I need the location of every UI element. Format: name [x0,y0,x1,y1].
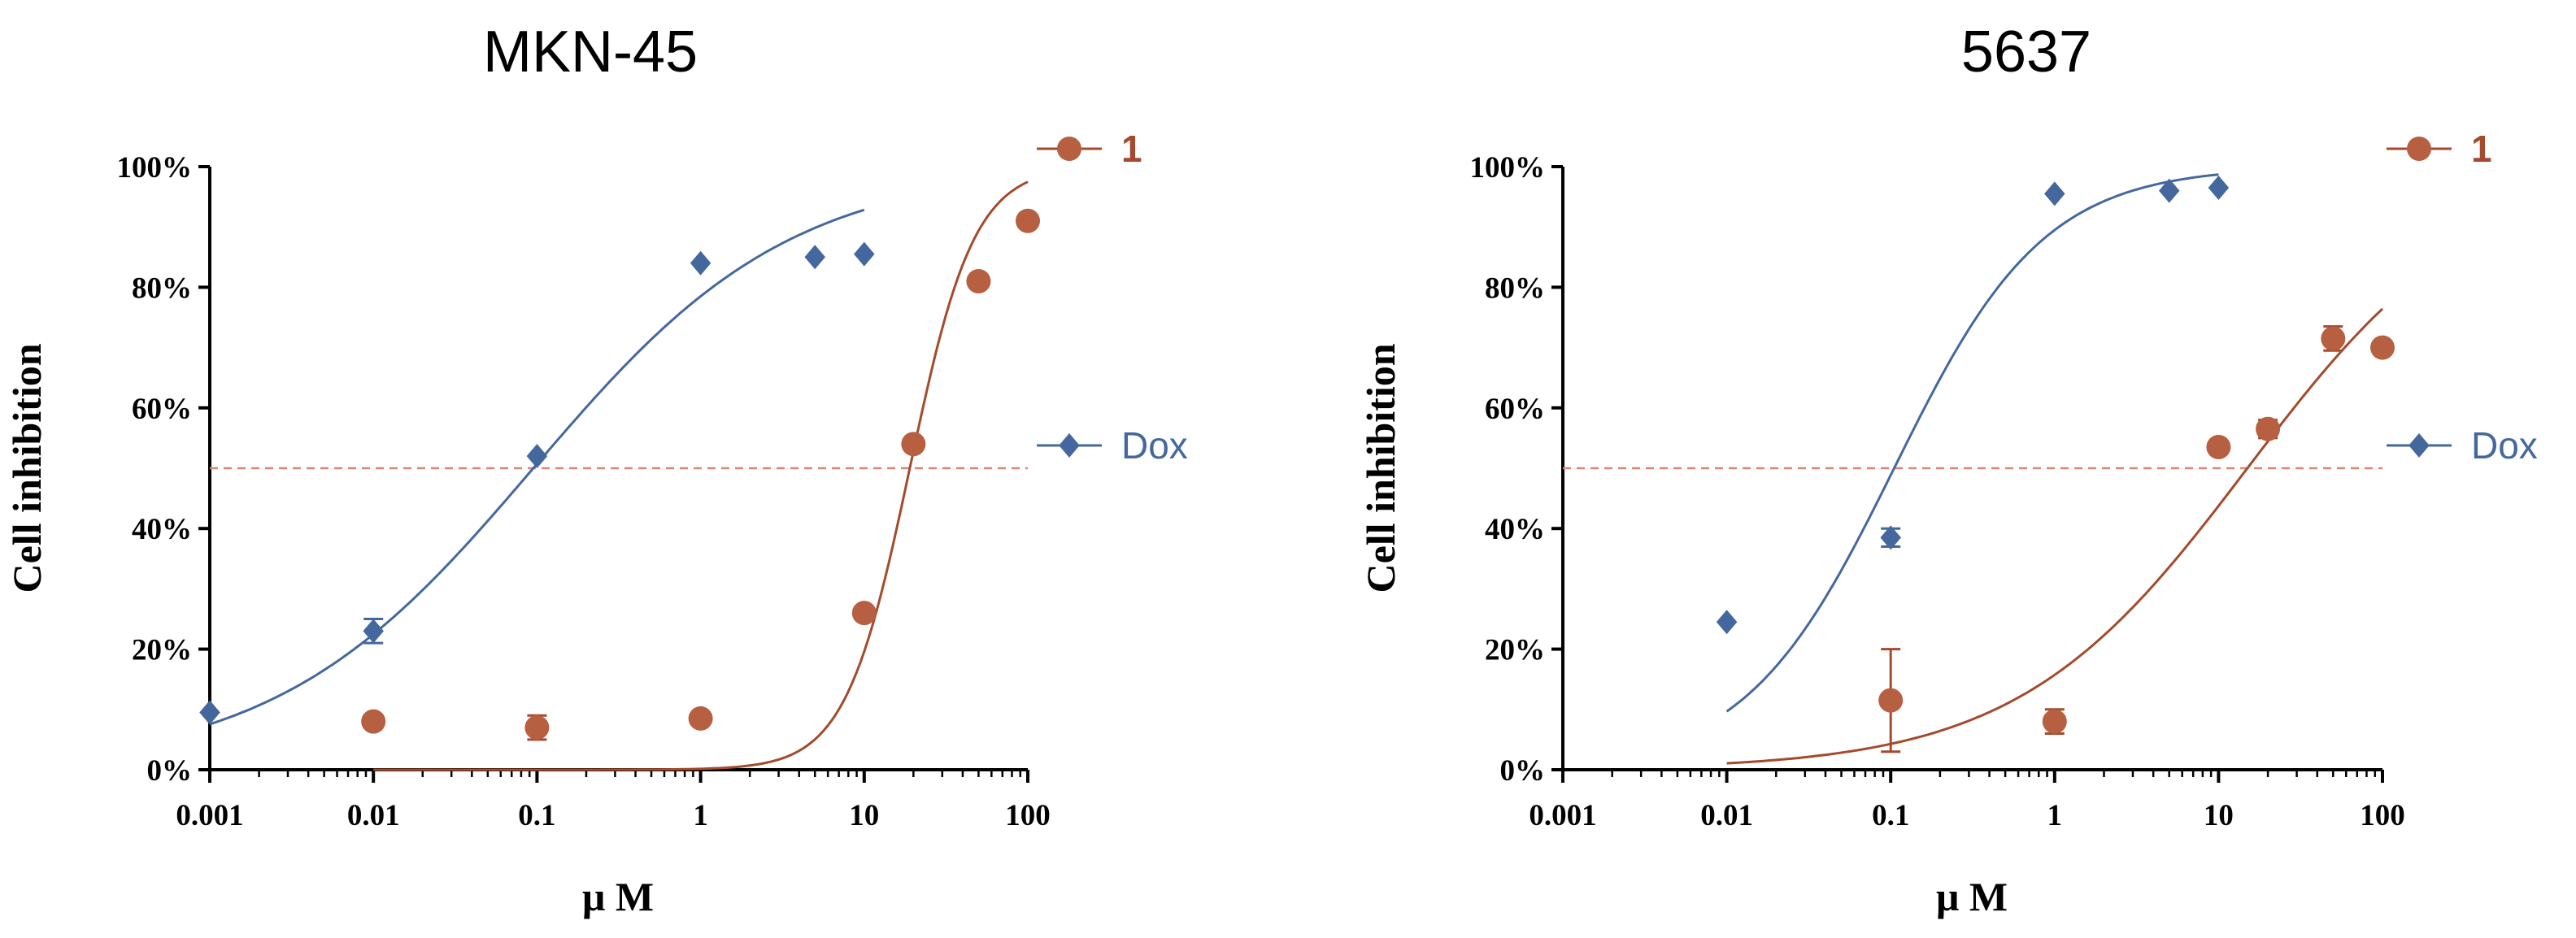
y-tick-label: 40% [1485,513,1545,546]
y-tick-label: 60% [132,393,192,426]
data-point-compound-1 [1878,688,1904,713]
data-point-dox [690,250,711,276]
legend-label: 1 [1121,128,1142,170]
data-point-compound-1 [1016,208,1040,233]
data-point-compound-1 [2321,326,2346,351]
data-point-compound-1 [2256,416,2281,441]
data-point-compound-1 [524,715,550,740]
y-tick-label: 20% [1485,634,1545,667]
data-point-compound-1 [966,268,991,293]
data-point-compound-1 [2042,709,2067,734]
fit-curve-compound-1 [373,180,1029,771]
legend-marker [2408,433,2430,458]
panel-mkn45: MKN-45 0% 20% 40% 60% 80% 100% 0.001 0.01 0.1 1 10 1… [4,20,1188,919]
chart-title: MKN-45 [483,20,698,85]
x-tick-label: 0.001 [176,799,243,832]
data-point-compound-1 [688,706,713,731]
data-point-dox [1880,525,1901,550]
x-tick-label: 100 [2360,799,2405,832]
data-point-dox [2208,175,2230,200]
y-tick-label: 60% [1485,393,1545,426]
data-point-compound-1 [2370,335,2395,360]
data-point-compound-1 [851,601,877,626]
x-tick-label: 1 [2047,799,2063,832]
data-point-dox [199,700,220,725]
x-tick-label: 1 [693,799,708,832]
x-tick-label: 0.1 [1872,799,1909,832]
y-tick-label: 80% [132,271,192,305]
data-point-dox [363,619,384,644]
data-point-dox [854,241,875,267]
y-tick-label: 20% [132,634,192,667]
data-point-dox [2044,181,2065,206]
x-tick-label: 10 [2204,799,2234,832]
legend-label: Dox [2471,424,2538,467]
y-tick-label: 40% [132,513,192,546]
x-tick-label: 0.001 [1529,799,1596,832]
data-point-dox [526,444,548,469]
fit-curve-compound-1 [1726,307,2384,765]
legend-marker [2407,137,2431,161]
legend-label: 1 [2471,128,2492,170]
x-axis-label: μ M [582,874,654,919]
x-tick-label: 0.01 [347,799,400,832]
legend-marker [1059,433,1080,458]
y-tick-label: 100% [117,151,193,185]
y-axis-label: Cell inhibition [4,343,50,593]
y-tick-label: 0% [147,754,193,788]
x-tick-label: 10 [849,799,879,832]
data-point-compound-1 [361,709,386,734]
x-tick-label: 0.1 [518,799,555,832]
panel-5637: 5637 0% 20% 40% 60% 80% 100% 0.001 0.01 0.1 1 10 100… [1358,20,2538,919]
legend-label: Dox [1121,424,1188,467]
data-point-compound-1 [901,432,926,457]
y-tick-label: 100% [1470,151,1546,185]
y-tick-label: 0% [1500,754,1546,788]
data-point-dox [1716,610,1738,635]
data-point-dox [2158,178,2180,203]
fit-curve-dox [1725,173,2219,713]
data-point-dox [804,245,825,270]
data-point-compound-1 [2206,435,2231,460]
legend-marker [1057,137,1081,161]
chart-title: 5637 [1961,20,2091,85]
y-axis-label: Cell inhibition [1358,343,1403,593]
x-tick-label: 100 [1005,799,1051,832]
y-tick-label: 80% [1485,271,1545,305]
x-tick-label: 0.01 [1700,799,1753,832]
x-axis-label: μ M [1936,874,2008,919]
